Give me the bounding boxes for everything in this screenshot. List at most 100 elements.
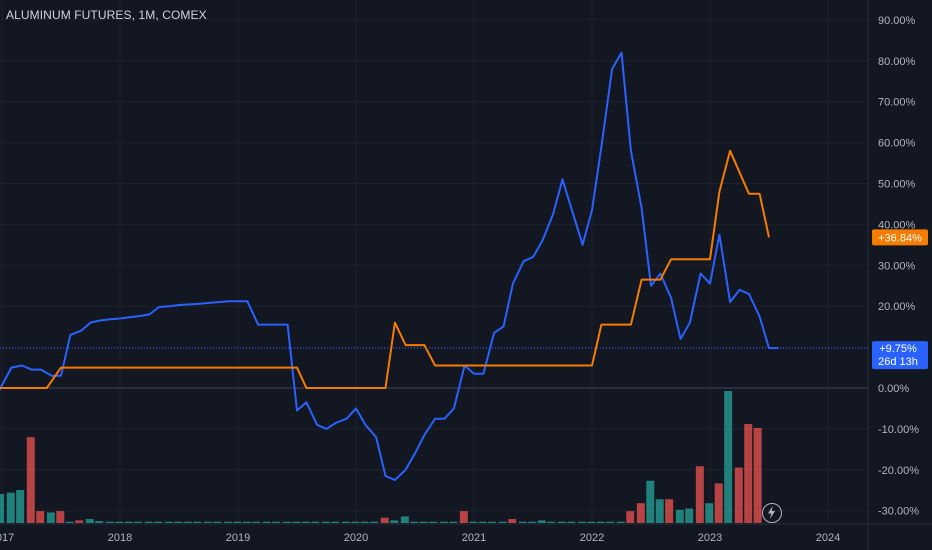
volume-bar — [65, 521, 74, 523]
volume-bar — [498, 521, 507, 523]
volume-bar — [734, 467, 743, 523]
volume-bar — [606, 521, 615, 523]
y-tick-label: -30.00% — [878, 506, 919, 518]
volume-bar — [449, 521, 458, 523]
volume-bar — [469, 521, 478, 523]
volume-bar — [223, 521, 232, 523]
x-tick-label: 2022 — [580, 532, 604, 544]
price-badges: +36.84% +9.75%26d 13h — [872, 229, 928, 370]
volume-bar — [154, 521, 163, 523]
blue-series-line — [0, 51, 779, 481]
volume-bar — [705, 503, 714, 523]
y-tick-label: 20.00% — [878, 301, 916, 313]
volume-bar — [262, 521, 271, 523]
volume-bar — [537, 520, 546, 523]
y-tick-label: 0.00% — [878, 383, 909, 395]
volume-bar — [370, 521, 379, 523]
orange-series-line — [0, 149, 770, 389]
blue-countdown-text: 26d 13h — [878, 356, 918, 368]
x-tick-label: 2024 — [816, 532, 840, 544]
y-tick-label: 80.00% — [878, 56, 916, 68]
volume-bar — [341, 521, 350, 523]
orange-value-badge — [872, 229, 928, 246]
volume-bar — [675, 509, 684, 523]
volume-bar — [124, 521, 133, 523]
volume-bar — [26, 437, 35, 523]
x-tick-label: 2023 — [698, 532, 722, 544]
volume-bar — [459, 511, 468, 523]
y-tick-label: 50.00% — [878, 179, 916, 191]
volume-bar — [36, 511, 45, 523]
x-tick-label: 2021 — [462, 532, 486, 544]
volume-bar — [400, 516, 409, 523]
y-axis: 90.00% 80.00% 70.00% 60.00% 50.00% 40.00% 30.0… — [878, 15, 919, 518]
volume-bars — [0, 391, 762, 523]
y-tick-label: 30.00% — [878, 260, 916, 272]
y-tick-label: -10.00% — [878, 424, 919, 436]
volume-bar — [478, 521, 487, 523]
volume-bar — [655, 499, 664, 523]
volume-bar — [183, 521, 192, 523]
volume-bar — [46, 512, 55, 523]
volume-bar — [714, 483, 723, 523]
volume-bar — [351, 521, 360, 523]
volume-bar — [744, 424, 753, 523]
volume-bar — [115, 521, 124, 523]
series-lines — [0, 51, 868, 481]
volume-bar — [488, 521, 497, 523]
x-tick-label: 2020 — [344, 532, 368, 544]
blue-value-text: +9.75% — [879, 343, 917, 355]
volume-bar — [380, 517, 389, 523]
volume-bar — [547, 521, 556, 523]
volume-bar — [134, 521, 143, 523]
volume-bar — [75, 520, 84, 523]
volume-bar — [410, 521, 419, 523]
volume-bar — [164, 521, 173, 523]
volume-bar — [242, 521, 251, 523]
y-tick-label: 90.00% — [878, 15, 916, 27]
y-tick-label: 60.00% — [878, 138, 916, 150]
volume-bar — [213, 521, 222, 523]
volume-bar — [203, 521, 212, 523]
volume-bar — [311, 521, 320, 523]
volume-bar — [0, 493, 5, 523]
volume-bar — [685, 508, 694, 523]
volume-bar — [626, 511, 635, 523]
volume-bar — [331, 521, 340, 523]
volume-bar — [577, 521, 586, 523]
orange-value-text: +36.84% — [878, 232, 922, 244]
volume-bar — [321, 521, 330, 523]
volume-bar — [56, 511, 65, 523]
volume-bar — [292, 521, 301, 523]
x-axis: 2017 2018 2019 2020 2021 2022 2023 2024 — [0, 532, 840, 544]
volume-bar — [419, 521, 428, 523]
y-tick-label: -20.00% — [878, 465, 919, 477]
volume-bar — [105, 521, 114, 523]
volume-bar — [252, 521, 261, 523]
volume-bar — [193, 521, 202, 523]
volume-bar — [567, 521, 576, 523]
volume-bar — [665, 499, 674, 523]
volume-bar — [85, 519, 94, 523]
volume-bar — [272, 521, 281, 523]
lightning-bolt-icon[interactable] — [762, 503, 782, 523]
volume-bar — [174, 521, 183, 523]
volume-bar — [6, 492, 15, 523]
volume-bar — [282, 521, 291, 523]
volume-bar — [616, 521, 625, 523]
y-tick-label: 70.00% — [878, 97, 916, 109]
volume-bar — [587, 521, 596, 523]
volume-bar — [518, 521, 527, 523]
volume-bar — [390, 520, 399, 523]
volume-bar — [508, 519, 517, 523]
volume-bar — [360, 521, 369, 523]
volume-bar — [724, 391, 733, 523]
volume-bar — [95, 521, 104, 523]
x-tick-label: 2018 — [108, 532, 132, 544]
y-tick-label: 40.00% — [878, 219, 916, 231]
x-tick-label: 2017 — [0, 532, 14, 544]
volume-bar — [636, 503, 645, 523]
